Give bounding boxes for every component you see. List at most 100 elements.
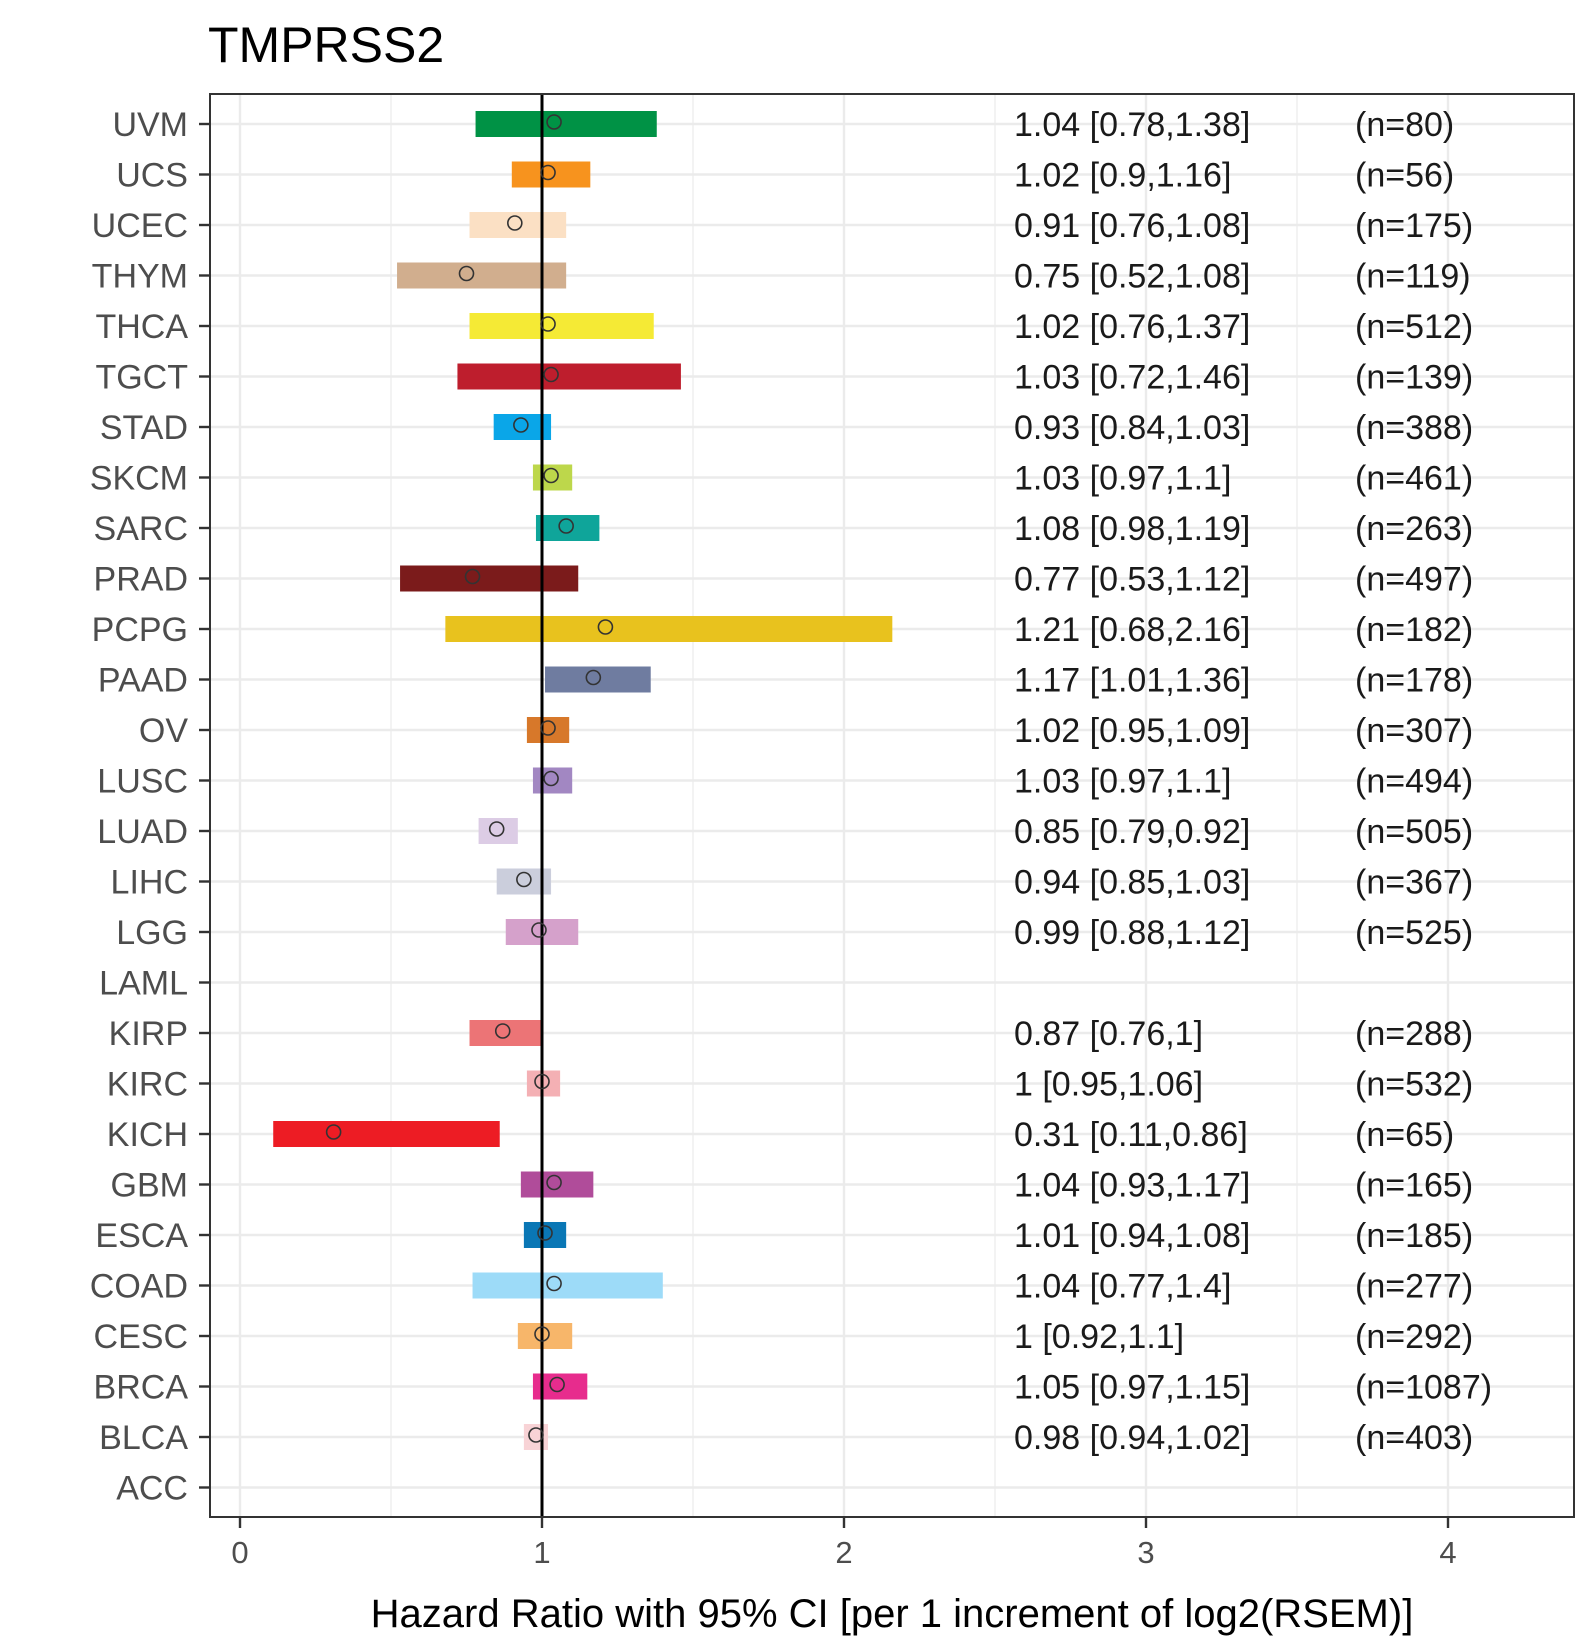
ci-bars xyxy=(273,111,893,1450)
y-label-luad: LUAD xyxy=(97,813,188,851)
y-label-acc: ACC xyxy=(116,1470,188,1508)
hr-point-prad xyxy=(464,568,481,585)
hr-ci-label-coad: 1.04 [0.77,1.4] xyxy=(1014,1268,1231,1306)
hr-point-kirc xyxy=(534,1073,550,1090)
y-label-lusc: LUSC xyxy=(97,763,188,801)
n-label-coad: (n=277) xyxy=(1355,1268,1473,1306)
y-label-ucs: UCS xyxy=(116,157,188,195)
x-axis-ticks: 0 1 2 3 4 xyxy=(231,1517,1457,1570)
hr-ci-label-gbm: 1.04 [0.93,1.17] xyxy=(1014,1167,1250,1205)
y-label-esca: ESCA xyxy=(95,1217,188,1255)
hr-ci-label-thca: 1.02 [0.76,1.37] xyxy=(1014,308,1250,346)
hr-point-skcm xyxy=(543,467,559,484)
ci-bar-paad xyxy=(545,666,651,693)
hr-ci-label-skcm: 1.03 [0.97,1.1] xyxy=(1014,460,1231,498)
n-label-pcpg: (n=182) xyxy=(1355,611,1473,649)
y-label-gbm: GBM xyxy=(111,1167,188,1205)
hr-ci-label-brca: 1.05 [0.97,1.15] xyxy=(1014,1369,1250,1407)
n-label-thym: (n=119) xyxy=(1355,258,1471,296)
hr-point-kirp xyxy=(494,1023,511,1039)
y-label-brca: BRCA xyxy=(94,1369,189,1407)
hr-ci-label-tgct: 1.03 [0.72,1.46] xyxy=(1014,359,1250,397)
hr-point-tgct xyxy=(543,366,559,383)
y-axis-ticks xyxy=(199,122,210,1489)
ci-bar-prad xyxy=(400,565,579,592)
n-label-uvm: (n=80) xyxy=(1355,106,1454,144)
ci-bar-thym xyxy=(397,262,567,289)
n-label-skcm: (n=461) xyxy=(1355,460,1473,498)
n-label-kirc: (n=532) xyxy=(1355,1066,1473,1104)
y-label-stad: STAD xyxy=(100,409,188,447)
hr-ci-label-thym: 0.75 [0.52,1.08] xyxy=(1014,258,1250,296)
ci-bar-kich xyxy=(273,1121,500,1147)
n-label-tgct: (n=139) xyxy=(1355,359,1473,397)
hr-ci-label-lusc: 1.03 [0.97,1.1] xyxy=(1014,763,1231,801)
y-axis-labels: UVM UCS UCEC THYM THCA TGCT STAD SKCM SARC PRAD PC… xyxy=(90,106,189,1508)
hr-point-sarc xyxy=(558,518,574,534)
x-tick-label: 3 xyxy=(1137,1535,1154,1570)
hr-point-stad xyxy=(513,417,529,433)
y-label-prad: PRAD xyxy=(94,561,188,599)
n-label-lihc: (n=367) xyxy=(1355,864,1473,902)
y-label-kich: KICH xyxy=(107,1116,188,1154)
hr-ci-label-stad: 0.93 [0.84,1.03] xyxy=(1014,409,1250,447)
hr-point-brca xyxy=(549,1376,565,1393)
y-label-uvm: UVM xyxy=(112,106,188,144)
ci-bar-coad xyxy=(472,1272,663,1299)
hr-ci-label-paad: 1.17 [1.01,1.36] xyxy=(1014,662,1250,700)
hr-point-thym xyxy=(458,265,475,282)
y-label-laml: LAML xyxy=(99,965,188,1003)
x-axis-title: Hazard Ratio with 95% CI [per 1 incremen… xyxy=(371,1592,1414,1636)
y-label-sarc: SARC xyxy=(94,510,188,548)
hr-ci-label-uvm: 1.04 [0.78,1.38] xyxy=(1014,106,1250,144)
hr-point-gbm xyxy=(546,1174,562,1191)
x-tick-label: 4 xyxy=(1439,1535,1456,1570)
hr-ci-label-luad: 0.85 [0.79,0.92] xyxy=(1014,813,1250,851)
hr-point-ucec xyxy=(507,215,523,231)
ci-bar-thca xyxy=(469,313,654,339)
hr-points xyxy=(325,114,614,1443)
n-label-ov: (n=307) xyxy=(1355,712,1473,750)
y-label-lihc: LIHC xyxy=(111,864,188,902)
hr-point-pcpg xyxy=(597,619,614,635)
annotations: 1.04 [0.78,1.38] (n=80) 1.02 [0.9,1.16] (n=… xyxy=(1014,106,1492,1457)
y-label-coad: COAD xyxy=(90,1268,188,1306)
hr-ci-label-ucs: 1.02 [0.9,1.16] xyxy=(1014,157,1231,195)
hr-point-luad xyxy=(488,821,505,837)
hr-point-ucs xyxy=(540,164,556,181)
hr-ci-label-sarc: 1.08 [0.98,1.19] xyxy=(1014,510,1250,548)
ci-bar-uvm xyxy=(475,111,657,137)
n-label-kich: (n=65) xyxy=(1355,1116,1454,1154)
hr-point-thca xyxy=(540,316,556,332)
hr-ci-label-esca: 1.01 [0.94,1.08] xyxy=(1014,1217,1250,1255)
n-label-luad: (n=505) xyxy=(1355,813,1473,851)
hr-point-esca xyxy=(537,1225,553,1241)
n-label-cesc: (n=292) xyxy=(1355,1318,1473,1356)
n-label-prad: (n=497) xyxy=(1355,561,1473,599)
n-label-kirp: (n=288) xyxy=(1355,1015,1473,1053)
n-label-lgg: (n=525) xyxy=(1355,914,1473,952)
chart-title: TMPRSS2 xyxy=(208,17,444,73)
grid xyxy=(210,94,1574,1517)
panel-border xyxy=(209,93,1575,1518)
y-label-blca: BLCA xyxy=(99,1419,188,1457)
y-label-lgg: LGG xyxy=(116,914,188,952)
hr-ci-label-kirp: 0.87 [0.76,1] xyxy=(1014,1015,1203,1053)
hr-ci-label-ucec: 0.91 [0.76,1.08] xyxy=(1014,207,1250,245)
n-label-ucec: (n=175) xyxy=(1355,207,1473,245)
ci-bar-tgct xyxy=(457,363,681,390)
x-tick-label: 2 xyxy=(835,1535,852,1570)
y-label-ov: OV xyxy=(139,712,188,750)
hr-ci-label-ov: 1.02 [0.95,1.09] xyxy=(1014,712,1250,750)
hr-ci-label-kich: 0.31 [0.11,0.86] xyxy=(1014,1116,1248,1154)
y-label-pcpg: PCPG xyxy=(92,611,188,649)
n-label-sarc: (n=263) xyxy=(1355,510,1473,548)
y-label-kirp: KIRP xyxy=(109,1015,188,1053)
hr-point-ov xyxy=(540,720,556,736)
hr-ci-label-prad: 0.77 [0.53,1.12] xyxy=(1014,561,1250,599)
n-label-esca: (n=185) xyxy=(1355,1217,1473,1255)
y-label-thca: THCA xyxy=(95,308,188,346)
hr-point-lusc xyxy=(543,770,559,787)
hr-point-coad xyxy=(546,1275,562,1292)
